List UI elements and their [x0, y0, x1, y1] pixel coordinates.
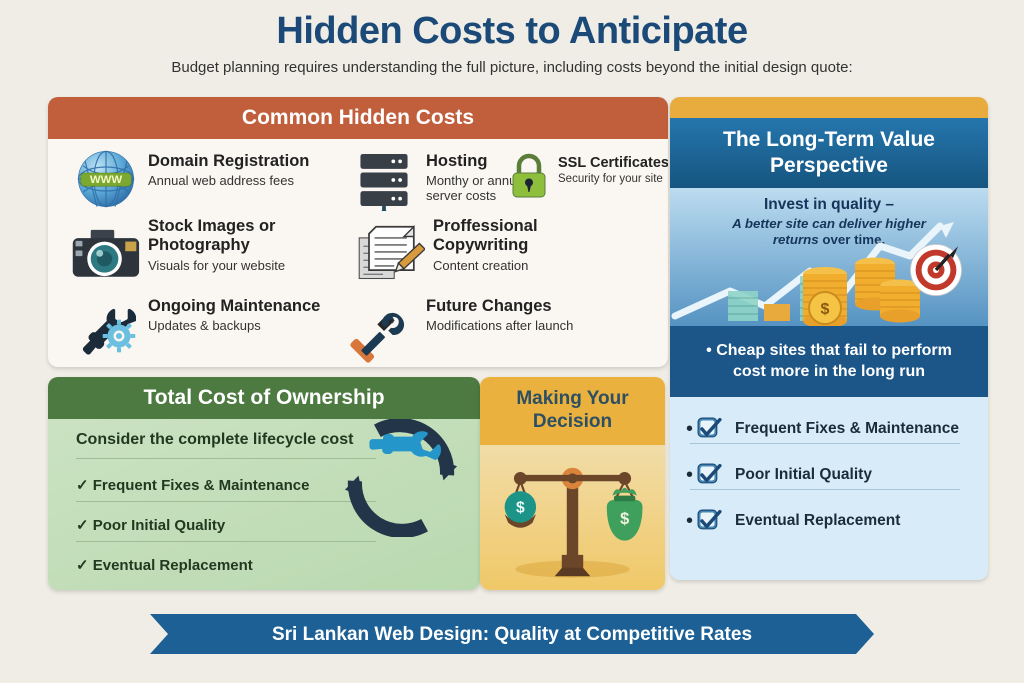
svg-text:$: $ [821, 301, 830, 318]
svg-text:$: $ [620, 510, 629, 528]
svg-text:WWW: WWW [90, 174, 123, 186]
svg-text:$: $ [516, 500, 525, 517]
svg-text:Sri Lankan Web Design: Quality: Sri Lankan Web Design: Quality at Compet… [272, 624, 752, 645]
